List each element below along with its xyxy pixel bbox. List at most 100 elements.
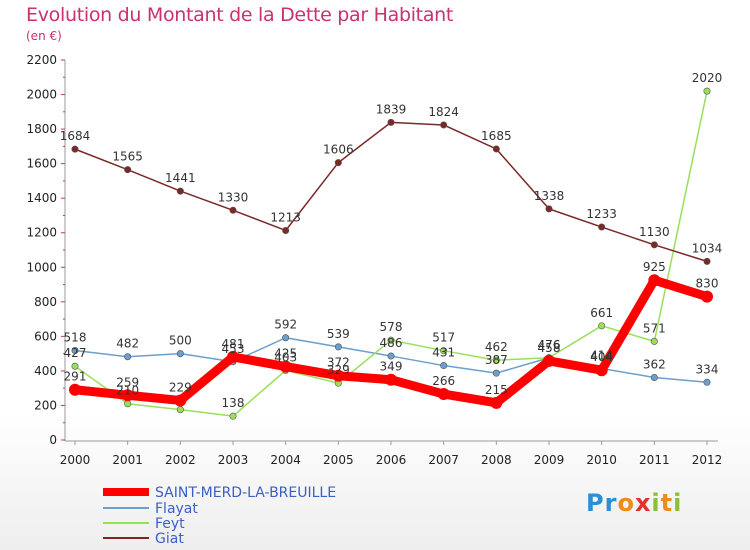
- legend-label: Giat: [155, 531, 184, 547]
- data-label: 1685: [481, 129, 512, 143]
- data-point: [648, 274, 661, 287]
- y-tick-label: 400: [34, 364, 57, 378]
- data-label: 215: [485, 383, 508, 397]
- y-tick-label: 1200: [26, 226, 57, 240]
- x-tick-label: 2011: [639, 453, 670, 467]
- data-point: [124, 353, 132, 361]
- data-label: 1824: [428, 105, 459, 119]
- data-point: [703, 87, 711, 95]
- data-point: [437, 388, 450, 401]
- data-label: 403: [274, 350, 297, 364]
- x-tick-label: 2003: [218, 453, 249, 467]
- data-label: 414: [590, 348, 613, 362]
- data-point: [490, 396, 503, 409]
- data-label: 2020: [692, 71, 723, 85]
- data-point: [176, 406, 184, 414]
- data-label: 372: [327, 356, 350, 370]
- x-tick-label: 2004: [270, 453, 301, 467]
- data-label: 458: [538, 341, 561, 355]
- data-label: 517: [432, 331, 455, 345]
- data-label: 266: [432, 374, 455, 388]
- data-label: 334: [696, 362, 719, 376]
- y-tick-label: 1600: [26, 157, 57, 171]
- data-label: 329: [327, 363, 350, 377]
- data-point: [492, 369, 500, 377]
- data-point: [282, 226, 290, 234]
- y-tick-label: 1000: [26, 260, 57, 274]
- data-label: 661: [590, 306, 613, 320]
- data-label: 259: [116, 375, 139, 389]
- x-tick-label: 2001: [112, 453, 143, 467]
- data-point: [334, 159, 342, 167]
- data-label: 1330: [218, 190, 249, 204]
- data-label: 1130: [639, 225, 670, 239]
- data-label: 425: [274, 347, 297, 361]
- data-point: [71, 362, 79, 370]
- y-tick-label: 200: [34, 398, 57, 412]
- proxiti-logo: Proxiti: [586, 489, 683, 517]
- x-tick-label: 2000: [60, 453, 91, 467]
- data-label: 349: [380, 360, 403, 374]
- data-label: 1213: [270, 210, 301, 224]
- legend-label: Feyt: [155, 516, 185, 532]
- data-label: 1684: [60, 129, 91, 143]
- data-point: [124, 166, 132, 174]
- data-point: [440, 347, 448, 355]
- legend-label: Flayat: [155, 501, 198, 517]
- data-label: 1338: [534, 189, 565, 203]
- data-point: [701, 290, 713, 303]
- data-point: [385, 373, 397, 386]
- x-tick-label: 2006: [376, 453, 407, 467]
- data-point: [492, 145, 500, 153]
- data-label: 539: [327, 327, 350, 341]
- data-point: [71, 347, 79, 355]
- data-label: 592: [274, 318, 297, 332]
- data-point: [545, 205, 553, 213]
- data-point: [543, 354, 555, 367]
- chart-subtitle: (en €): [26, 29, 62, 43]
- y-tick-label: 1800: [26, 122, 57, 136]
- data-point: [650, 337, 658, 345]
- y-tick-label: 2200: [26, 53, 57, 67]
- data-point: [440, 362, 448, 370]
- data-label: 1565: [112, 150, 143, 164]
- data-point: [387, 336, 395, 344]
- data-point: [650, 241, 658, 249]
- data-point: [387, 352, 395, 360]
- series-giat: [71, 118, 711, 265]
- data-label: 1606: [323, 143, 354, 157]
- data-point: [229, 206, 237, 214]
- data-point: [598, 223, 606, 231]
- data-point: [229, 412, 237, 420]
- data-point: [282, 334, 290, 342]
- x-tick-label: 2010: [586, 453, 617, 467]
- data-label: 925: [643, 260, 666, 274]
- data-label: 138: [222, 396, 245, 410]
- x-tick-label: 2007: [428, 453, 459, 467]
- data-label: 482: [116, 337, 139, 351]
- data-label: 431: [432, 346, 455, 360]
- data-label: 462: [485, 340, 508, 354]
- data-label: 210: [116, 384, 139, 398]
- data-point: [440, 121, 448, 129]
- y-tick-label: 2000: [26, 88, 57, 102]
- y-tick-label: 1400: [26, 191, 57, 205]
- data-label: 387: [485, 353, 508, 367]
- data-point: [703, 378, 711, 386]
- data-point: [334, 343, 342, 351]
- series-line: [74, 121, 708, 263]
- data-point: [69, 383, 81, 396]
- data-label: 486: [380, 336, 403, 350]
- data-point: [703, 257, 711, 265]
- data-label: 404: [590, 350, 613, 364]
- chart-title: Evolution du Montant de la Dette par Hab…: [26, 4, 454, 26]
- x-tick-label: 2009: [534, 453, 565, 467]
- data-point: [595, 364, 608, 377]
- y-tick-label: 0: [49, 433, 57, 447]
- legend-label: SAINT-MERD-LA-BREUILLE: [155, 485, 336, 501]
- data-point: [332, 369, 345, 382]
- data-label: 500: [169, 334, 192, 348]
